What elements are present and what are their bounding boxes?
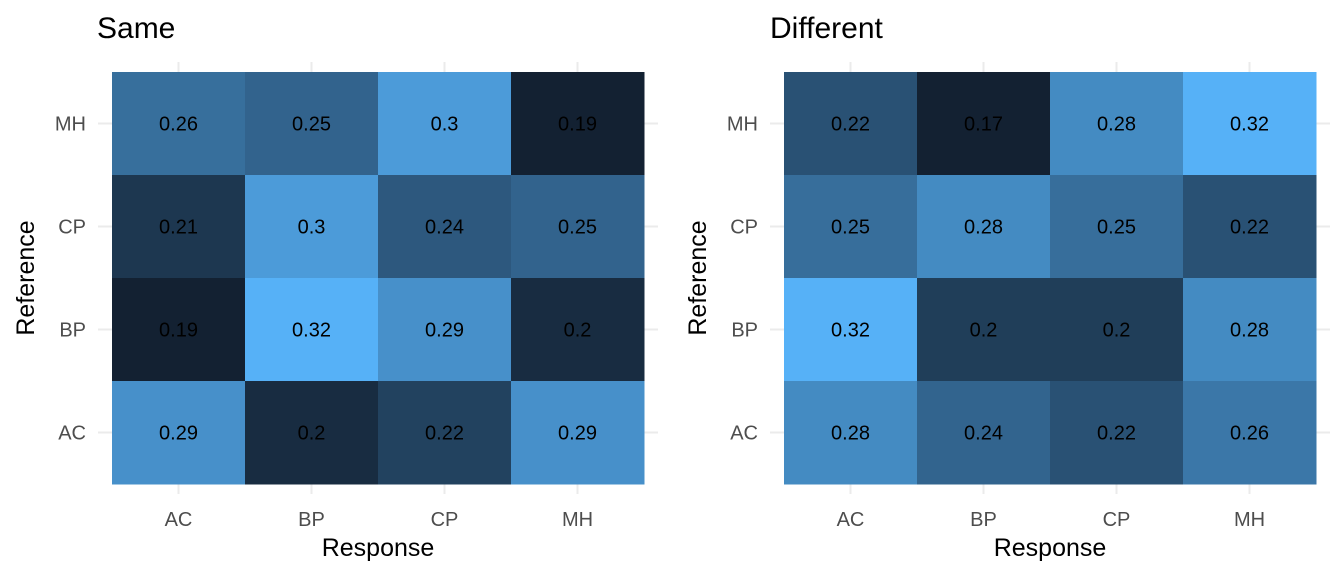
- panel-1-cell-label: 0.2: [298, 423, 326, 445]
- panel-2-x-tick-label: AC: [837, 509, 865, 531]
- panel-2-chart-title: Different: [770, 12, 884, 45]
- panel-1-heatmap-cell: [511, 381, 645, 485]
- panel-2-x-tick-label: CP: [1103, 509, 1131, 531]
- panel-2-x-axis-title: Response: [994, 534, 1107, 562]
- panel-2-heatmap-cell: [917, 175, 1051, 279]
- panel-2-cell-label: 0.25: [1097, 217, 1136, 239]
- panel-1-heatmap-cell: [245, 381, 379, 485]
- panel-1-y-tick-label: BP: [59, 320, 86, 342]
- panel-2-heatmap-cell: [1183, 278, 1317, 382]
- panel-2-y-axis-title: Reference: [684, 220, 712, 335]
- panel-1-x-axis-title: Response: [322, 534, 435, 562]
- panel-1-heatmap-cell: [112, 381, 246, 485]
- panel-1-cell-label: 0.3: [431, 114, 459, 136]
- panel-2-cell-label: 0.28: [1230, 320, 1269, 342]
- panel-2-y-tick-label: BP: [731, 320, 758, 342]
- panel-2-heatmap-cell: [1050, 278, 1184, 382]
- panel-2-x-tick-label: BP: [970, 509, 997, 531]
- panel-2-heatmap-cell: [917, 381, 1051, 485]
- panel-2-cell-label: 0.28: [964, 217, 1003, 239]
- panel-2-heatmap-cell: [1183, 175, 1317, 279]
- panel-2-y-tick-label: CP: [730, 217, 758, 239]
- panel-2-cell-label: 0.2: [1103, 320, 1131, 342]
- panel-1-cell-label: 0.25: [292, 114, 331, 136]
- panel-1-y-tick-label: CP: [58, 217, 86, 239]
- panel-2-cell-label: 0.28: [1097, 114, 1136, 136]
- panel-1-x-tick-label: CP: [431, 509, 459, 531]
- panel-1-cell-label: 0.24: [425, 217, 464, 239]
- panel-1-cell-label: 0.25: [558, 217, 597, 239]
- panel-1-heatmap-cell: [511, 175, 645, 279]
- panel-2-heatmap-cell: [784, 278, 918, 382]
- panel-2-heatmap-cell: [784, 381, 918, 485]
- panel-1-heatmap-cell: [112, 278, 246, 382]
- panel-2-cell-label: 0.26: [1230, 423, 1269, 445]
- panel-2-cell-label: 0.22: [1230, 217, 1269, 239]
- panel-1-heatmap-cell: [378, 175, 512, 279]
- panel-2-cell-label: 0.22: [1097, 423, 1136, 445]
- panel-2-cell-label: 0.28: [831, 423, 870, 445]
- panel-1-x-tick-label: BP: [298, 509, 325, 531]
- panel-2-y-tick-label: AC: [730, 423, 758, 445]
- panel-1-heatmap-cell: [511, 278, 645, 382]
- panel-1-cell-label: 0.2: [564, 320, 592, 342]
- panel-2-cell-label: 0.25: [831, 217, 870, 239]
- panel-2-heatmap-cell: [784, 175, 918, 279]
- panel-1-heatmap-cell: [245, 72, 379, 176]
- panel-2-cell-label: 0.17: [964, 114, 1003, 136]
- panel-1-cell-label: 0.26: [159, 114, 198, 136]
- panel-1-x-tick-label: AC: [165, 509, 193, 531]
- panel-1-y-axis-title: Reference: [12, 220, 40, 335]
- panel-1-heatmap-cell: [112, 72, 246, 176]
- panel-1-heatmap-cell: [245, 278, 379, 382]
- panel-1-cell-label: 0.32: [292, 320, 331, 342]
- panel-2-cell-label: 0.32: [831, 320, 870, 342]
- panel-2-heatmap-cell: [1183, 381, 1317, 485]
- panel-1-heatmap-cell: [378, 278, 512, 382]
- panel-2-heatmap-cell: [1183, 72, 1317, 176]
- panel-1-heatmap-cell: [112, 175, 246, 279]
- panel-1-chart-title: Same: [97, 12, 175, 45]
- panel-1-cell-label: 0.3: [298, 217, 326, 239]
- panel-1-cell-label: 0.19: [558, 114, 597, 136]
- panel-2-heatmap-cell: [917, 72, 1051, 176]
- panel-2-cell-label: 0.32: [1230, 114, 1269, 136]
- panel-2-x-tick-label: MH: [1234, 509, 1265, 531]
- panel-2-heatmap-cell: [784, 72, 918, 176]
- panel-1-heatmap-cell: [378, 381, 512, 485]
- panel-1-cell-label: 0.29: [558, 423, 597, 445]
- panel-2-cell-label: 0.2: [970, 320, 998, 342]
- panel-1-heatmap-cell: [378, 72, 512, 176]
- panel-2-cell-label: 0.24: [964, 423, 1003, 445]
- panel-1-heatmap-cell: [511, 72, 645, 176]
- panel-1-cell-label: 0.22: [425, 423, 464, 445]
- panel-2-heatmap-cell: [1050, 381, 1184, 485]
- panel-1-cell-label: 0.29: [159, 423, 198, 445]
- panel-2-heatmap-cell: [917, 278, 1051, 382]
- panel-1-y-tick-label: AC: [58, 423, 86, 445]
- panel-1-heatmap-cell: [245, 175, 379, 279]
- panel-1-cell-label: 0.29: [425, 320, 464, 342]
- panel-1-x-tick-label: MH: [562, 509, 593, 531]
- panel-1-cell-label: 0.19: [159, 320, 198, 342]
- panel-2-heatmap-cell: [1050, 175, 1184, 279]
- panel-1-cell-label: 0.21: [159, 217, 198, 239]
- panel-2-heatmap-cell: [1050, 72, 1184, 176]
- panel-1-y-tick-label: MH: [55, 114, 86, 136]
- panel-2-y-tick-label: MH: [727, 114, 758, 136]
- panel-2-cell-label: 0.22: [831, 114, 870, 136]
